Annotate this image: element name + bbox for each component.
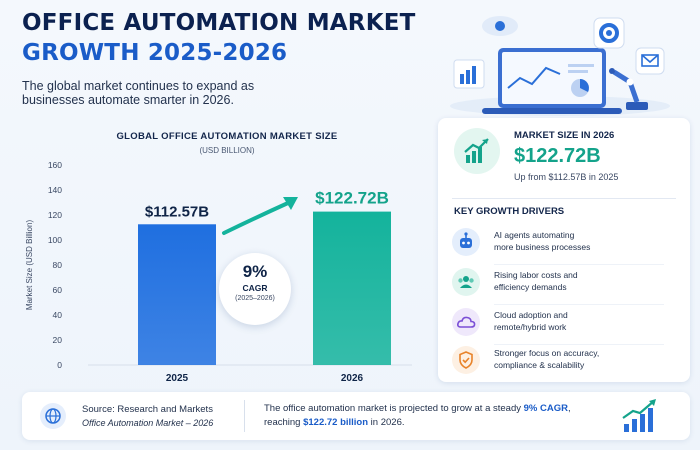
driver-item: Stronger focus on accuracy, compliance &… (452, 344, 678, 382)
cagr-label: CAGR (242, 283, 268, 293)
bar-2026 (313, 211, 391, 365)
source-detail: Office Automation Market – 2026 (82, 418, 214, 428)
cloud-icon (482, 16, 518, 36)
y-tick-label: 40 (53, 310, 63, 320)
growth-arrow-head (283, 197, 298, 210)
title-line-2: GROWTH 2025-2026 (22, 40, 288, 66)
y-tick-label: 100 (48, 235, 62, 245)
chart-subtitle: (USD BILLION) (199, 146, 255, 155)
growth-chart-icon (454, 128, 500, 174)
market-size-chart: GLOBAL OFFICE AUTOMATION MARKET SIZE (US… (12, 125, 437, 387)
hero-illustration (430, 8, 690, 120)
market-size-value: $122.72B (514, 145, 601, 167)
footer-message-mid: , reaching (264, 403, 571, 428)
footer-message-pre: The office automation market is projecte… (264, 403, 524, 414)
y-tick-label: 140 (48, 185, 62, 195)
laptop-icon (482, 48, 622, 114)
divider (494, 264, 664, 265)
driver-text: AI agents automating more business proce… (494, 230, 591, 252)
market-size-note: Up from $112.57B in 2025 (514, 172, 619, 182)
driver-text: Stronger focus on accuracy, compliance &… (494, 348, 600, 370)
bar-chart-card-icon (453, 59, 485, 89)
globe-icon (40, 403, 66, 429)
growth-arrow (222, 201, 290, 235)
cagr-years: (2025–2026) (235, 295, 275, 302)
mail-icon (635, 47, 665, 75)
bar-data-label: $112.57B (145, 203, 209, 220)
market-size-label: MARKET SIZE IN 2026 (514, 130, 615, 141)
growth-chart-icon (620, 398, 660, 439)
source-label: Source: Research and Markets (82, 404, 213, 415)
bar-data-label: $122.72B (315, 189, 389, 208)
chart-canvas: 0 20 40 60 80 100 120 140 160 Market Size (USD Bi… (25, 160, 412, 384)
summary-card: MARKET SIZE IN 2026 $122.72B Up from $11… (438, 118, 690, 382)
y-axis-title: Market Size (USD Billion) (25, 220, 34, 311)
divider (244, 400, 245, 432)
driver-item: Rising labor costs and efficiency demand… (452, 266, 678, 304)
robot-arm-icon (609, 68, 648, 110)
page-title: OFFICE AUTOMATION MARKET GROWTH 2025-202… (22, 8, 432, 68)
driver-text: Rising labor costs and efficiency demand… (494, 270, 578, 292)
x-tick-label: 2025 (166, 373, 189, 384)
chart-title: GLOBAL OFFICE AUTOMATION MARKET SIZE (116, 131, 338, 142)
footer-message-cagr: 9% CAGR (523, 403, 568, 414)
robot-icon (452, 228, 480, 256)
gear-icon (593, 17, 625, 49)
divider (494, 344, 664, 345)
y-tick-label: 20 (53, 335, 63, 345)
y-tick-label: 60 (53, 285, 63, 295)
footer: Source: Research and Markets Office Auto… (22, 392, 690, 440)
divider (494, 304, 664, 305)
drivers-title: KEY GROWTH DRIVERS (454, 206, 565, 217)
divider (452, 198, 676, 199)
footer-message-value: $122.72 billion (303, 417, 369, 428)
driver-item: AI agents automating more business proce… (452, 226, 678, 264)
header: OFFICE AUTOMATION MARKET GROWTH 2025-202… (22, 8, 432, 107)
footer-message: The office automation market is projecte… (264, 402, 604, 430)
footer-message-post: in 2026. (368, 417, 405, 428)
y-tick-label: 120 (48, 210, 62, 220)
driver-text: Cloud adoption and remote/hybrid work (494, 310, 568, 332)
y-tick-label: 160 (48, 160, 62, 170)
shield-check-icon (452, 346, 480, 374)
market-size-summary: MARKET SIZE IN 2026 $122.72B Up from $11… (438, 118, 690, 190)
cloud-icon (452, 308, 480, 336)
x-tick-label: 2026 (341, 373, 364, 384)
title-line-1: OFFICE AUTOMATION MARKET (22, 10, 416, 36)
bar-2025 (138, 224, 216, 365)
cagr-value: 9% (242, 262, 268, 281)
driver-item: Cloud adoption and remote/hybrid work (452, 306, 678, 344)
y-tick-label: 80 (53, 260, 63, 270)
y-tick-label: 0 (57, 360, 62, 370)
page-subtitle: The global market continues to expand as… (22, 79, 255, 107)
cagr-badge: 9% CAGR (2025–2026) (219, 253, 291, 325)
people-icon (452, 268, 480, 296)
